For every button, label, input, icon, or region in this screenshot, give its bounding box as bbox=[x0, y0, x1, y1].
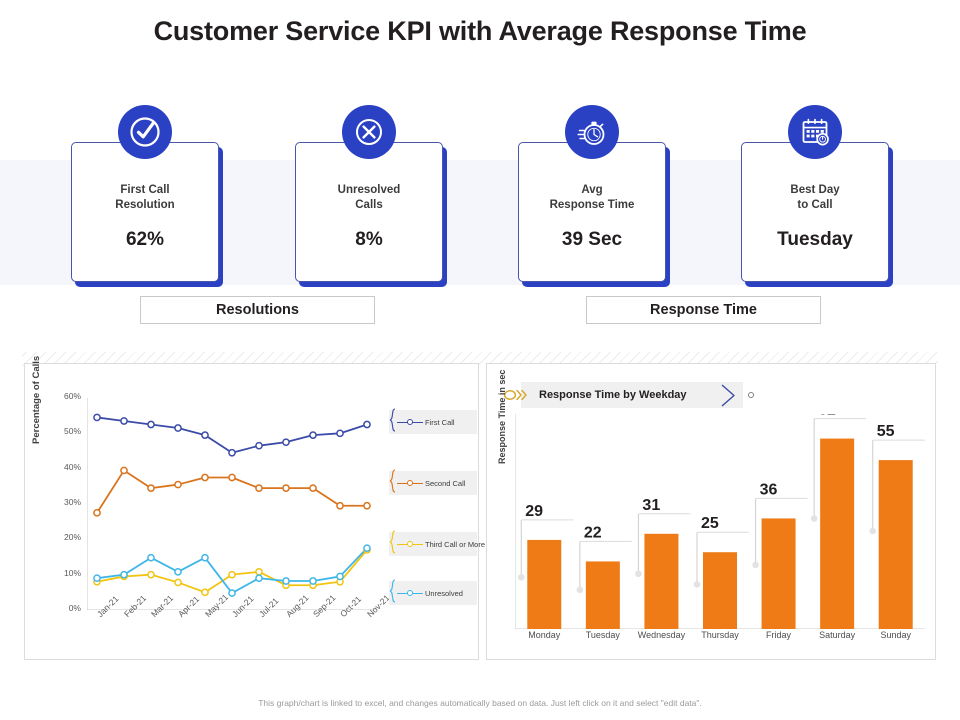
x-circle-icon bbox=[342, 105, 396, 159]
legend-brace-icon bbox=[389, 578, 396, 608]
legend-label: Second Call bbox=[425, 478, 466, 488]
kpi-label: Best Day to Call bbox=[742, 183, 888, 213]
kpi-card-first-call-resolution[interactable]: First Call Resolution 62% bbox=[71, 105, 219, 282]
line-chart-plot-area bbox=[87, 398, 377, 610]
legend-item[interactable]: Unresolved bbox=[389, 578, 477, 608]
y-tick-label: 20% bbox=[63, 532, 81, 543]
legend-label: Third Call or More bbox=[425, 539, 486, 549]
legend-brace-icon bbox=[389, 529, 396, 559]
y-tick-label: 40% bbox=[63, 461, 81, 472]
line-chart-panel: Percentage of Calls 0% 10% 20% 30% 40% 50% 60%… bbox=[24, 355, 485, 660]
bar-chart-banner: Response Time by Weekday bbox=[497, 382, 767, 408]
bar-chart-plot-area: 29 22 31 25 36 62 55 bbox=[514, 402, 925, 630]
bar-value-label: 29 bbox=[525, 503, 543, 520]
banner-dot-icon bbox=[748, 392, 754, 398]
kpi-label-line1: Best Day bbox=[790, 184, 840, 196]
kpi-label-line2: Response Time bbox=[549, 199, 635, 211]
hatched-divider bbox=[22, 352, 938, 366]
kpi-card-best-day-to-call[interactable]: Best Day to Call Tuesday bbox=[741, 105, 889, 282]
bar-value-label: 22 bbox=[584, 524, 602, 541]
group-label-text: Response Time bbox=[650, 302, 757, 318]
y-tick-label: 30% bbox=[63, 497, 81, 507]
kpi-card-unresolved-calls[interactable]: Unresolved Calls 8% bbox=[295, 105, 443, 282]
x-tick-label: Tuesday bbox=[585, 630, 620, 640]
x-tick-label: Sunday bbox=[880, 630, 911, 640]
kpi-label-line2: to Call bbox=[797, 199, 833, 211]
kpi-label: First Call Resolution bbox=[72, 183, 218, 213]
group-label-text: Resolutions bbox=[216, 302, 299, 318]
kpi-label: Avg Response Time bbox=[519, 183, 665, 213]
bar-value-label: 25 bbox=[701, 515, 719, 532]
group-label-resolutions: Resolutions bbox=[140, 296, 375, 324]
page-title: Customer Service KPI with Average Respon… bbox=[153, 16, 807, 46]
stopwatch-icon bbox=[565, 105, 619, 159]
kpi-value: 62% bbox=[125, 229, 165, 250]
legend-item[interactable]: Third Call or More bbox=[389, 529, 485, 559]
kpi-value: 8% bbox=[355, 229, 383, 250]
bar-chart-y-axis-title: Response Time in sec bbox=[497, 369, 507, 464]
legend-item[interactable]: First Call bbox=[389, 407, 477, 437]
calendar-clock-icon bbox=[788, 105, 842, 159]
kpi-label: Unresolved Calls bbox=[296, 183, 442, 213]
bar-value-label: 36 bbox=[760, 481, 778, 498]
y-tick-label: 10% bbox=[63, 567, 81, 578]
footer-note: This graph/chart is linked to excel, and… bbox=[258, 698, 702, 708]
legend-item[interactable]: Second Call bbox=[389, 468, 477, 498]
x-tick-label: Monday bbox=[528, 630, 561, 640]
bar-value-label: 62 bbox=[818, 414, 836, 419]
x-tick-label: Wednesday bbox=[637, 630, 686, 640]
kpi-card-avg-response-time[interactable]: Avg Response Time 39 Sec bbox=[518, 105, 666, 282]
y-tick-label: 60% bbox=[63, 391, 81, 401]
banner-title: Response Time by Weekday bbox=[539, 389, 687, 401]
line-chart-x-tick-labels: Jan-21 Feb-21 Mar-21 Apr-21 May-21 Jun-21 Jul-… bbox=[87, 592, 391, 658]
line-chart-legend: First Call Second Call Third Call or More U… bbox=[383, 398, 485, 618]
legend-label: Unresolved bbox=[425, 588, 463, 598]
legend-swatch bbox=[397, 478, 423, 488]
kpi-card-row: First Call Resolution 62% Unresolved Cal… bbox=[0, 100, 960, 310]
banner-background bbox=[521, 382, 743, 408]
chevron-right-icon bbox=[719, 383, 739, 413]
legend-label: First Call bbox=[425, 417, 455, 427]
bar-value-label: 31 bbox=[642, 497, 660, 514]
banner-left-decoration-icon bbox=[501, 386, 531, 404]
kpi-label-line2: Resolution bbox=[115, 199, 175, 211]
x-tick-label: Saturday bbox=[819, 630, 856, 640]
kpi-value: Tuesday bbox=[777, 229, 853, 250]
x-tick-label: Friday bbox=[766, 630, 792, 640]
y-tick-label: 50% bbox=[63, 426, 81, 437]
bar-value-label: 55 bbox=[877, 423, 895, 440]
kpi-value: 39 Sec bbox=[561, 229, 623, 250]
group-label-response-time: Response Time bbox=[586, 296, 821, 324]
legend-brace-icon bbox=[389, 468, 396, 498]
y-tick-label: 0% bbox=[68, 603, 81, 613]
check-circle-icon bbox=[118, 105, 172, 159]
kpi-label-line2: Calls bbox=[355, 199, 383, 211]
legend-swatch bbox=[397, 588, 423, 598]
legend-swatch bbox=[397, 417, 423, 427]
line-chart-y-axis-title: Percentage of Calls bbox=[31, 355, 42, 444]
legend-brace-icon bbox=[389, 407, 396, 437]
kpi-label-line1: Unresolved bbox=[337, 184, 401, 196]
kpi-label-line1: Avg bbox=[581, 184, 603, 196]
x-tick-label: Thursday bbox=[701, 630, 739, 640]
kpi-label-line1: First Call bbox=[120, 184, 170, 196]
legend-swatch bbox=[397, 539, 423, 549]
bar-chart-panel: Response Time by Weekday Response Time i… bbox=[486, 363, 936, 660]
